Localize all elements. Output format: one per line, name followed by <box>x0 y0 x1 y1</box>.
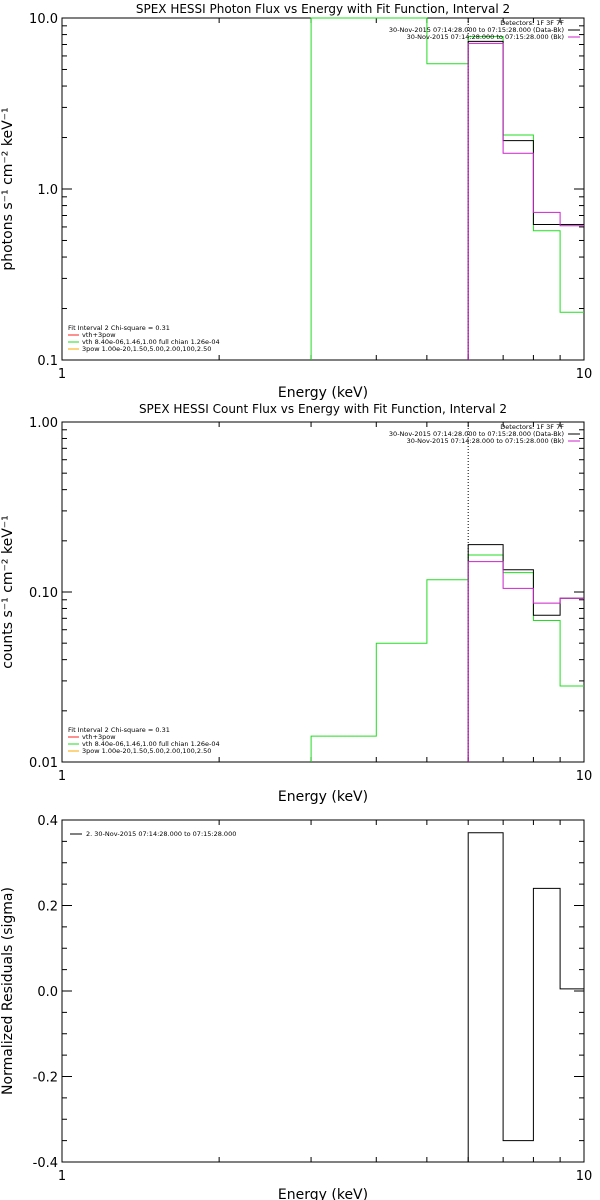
x-axis-label: Energy (keV) <box>278 385 368 401</box>
x-tick-label: 1 <box>58 367 66 382</box>
y-tick-label: 1.0 <box>37 183 58 198</box>
legend-text: 3pow 1.00e-20,1.50,5.00,2.00,100,2.50 <box>82 747 211 755</box>
x-axis-label: Energy (keV) <box>278 789 368 805</box>
legend-text: vth 8.40e-06,1.46,1.00 full chian 1.26e-… <box>82 740 220 748</box>
y-axis-label: counts s⁻¹ cm⁻² keV⁻¹ <box>0 515 16 669</box>
plot-frame <box>61 17 585 361</box>
x-tick-label: 10 <box>576 769 593 784</box>
plot-frame <box>61 421 585 763</box>
legend-text: Fit Interval 2 Chi-square = 0.31 <box>68 726 170 734</box>
axis-ticks: 1 10 -0.4 -0.2 0.0 0.2 0.4 <box>33 814 593 1184</box>
data-marks <box>310 17 584 360</box>
axis-ticks: 1 10 0.01 0.10 1.00 <box>29 416 592 784</box>
x-axis-label: Energy (keV) <box>278 1187 368 1200</box>
y-axis-label: photons s⁻¹ cm⁻² keV⁻¹ <box>0 107 16 270</box>
axis-ticks: 1 10 0.1 1.0 10.0 <box>29 12 592 382</box>
y-axis-label: Normalized Residuals (sigma) <box>0 887 16 1095</box>
y-tick-label: 0.10 <box>29 586 58 601</box>
legend-text: Fit Interval 2 Chi-square = 0.31 <box>68 324 170 332</box>
legend-text: 30-Nov-2015 07:14:28.000 to 07:15:28.000… <box>407 437 564 445</box>
histogram-series-0 <box>467 832 585 1162</box>
legend-text: Detectors: 1F 3F 7F <box>500 19 564 27</box>
legend-text: Detectors: 1F 3F 7F <box>500 423 564 431</box>
chart-title: SPEX HESSI Photon Flux vs Energy with Fi… <box>136 2 510 16</box>
count-flux-panel: SPEX HESSI Count Flux vs Energy with Fit… <box>0 402 592 805</box>
histogram-series-0 <box>310 17 584 360</box>
legend-text: vth 8.40e-06,1.46,1.00 full chian 1.26e-… <box>82 338 220 346</box>
histogram-series-2 <box>467 42 584 360</box>
y-tick-label: 0.2 <box>37 900 58 915</box>
y-tick-label: 10.0 <box>29 12 58 27</box>
histogram-series-1 <box>467 544 584 762</box>
y-tick-label: -0.2 <box>33 1071 58 1086</box>
chart-title: SPEX HESSI Count Flux vs Energy with Fit… <box>139 402 507 416</box>
data-marks <box>310 422 584 762</box>
x-tick-label: 1 <box>58 769 66 784</box>
y-tick-label: 0.01 <box>29 756 58 771</box>
legend-text: vth+3pow <box>82 331 116 339</box>
photon-flux-panel: SPEX HESSI Photon Flux vs Energy with Fi… <box>0 2 592 401</box>
legend: 2. 30-Nov-2015 07:14:28.000 to 07:15:28.… <box>70 830 236 838</box>
x-tick-label: 10 <box>576 367 593 382</box>
legend-text: 2. 30-Nov-2015 07:14:28.000 to 07:15:28.… <box>86 830 236 838</box>
y-tick-label: 0.1 <box>37 354 58 369</box>
y-tick-label: 0.0 <box>37 985 58 1000</box>
legend-text: vth+3pow <box>82 733 116 741</box>
plot-frame <box>61 819 585 1163</box>
y-tick-label: -0.4 <box>33 1156 58 1171</box>
x-tick-label: 1 <box>58 1169 66 1184</box>
legend-text: 3pow 1.00e-20,1.50,5.00,2.00,100,2.50 <box>82 345 211 353</box>
y-tick-label: 0.4 <box>37 814 58 829</box>
legend-text: 30-Nov-2015 07:14:28.000 to 07:15:28.000… <box>389 26 564 34</box>
data-marks <box>467 832 585 1162</box>
residuals-panel: Energy (keV) Normalized Residuals (sigma… <box>0 814 592 1200</box>
legend-text: 30-Nov-2015 07:14:28.000 to 07:15:28.000… <box>407 33 564 41</box>
histogram-series-2 <box>467 561 584 762</box>
histogram-series-1 <box>467 40 584 360</box>
legend-text: 30-Nov-2015 07:14:28.000 to 07:15:28.000… <box>389 430 564 438</box>
x-tick-label: 10 <box>576 1169 593 1184</box>
histogram-series-0 <box>310 554 584 762</box>
y-tick-label: 1.00 <box>29 416 58 431</box>
